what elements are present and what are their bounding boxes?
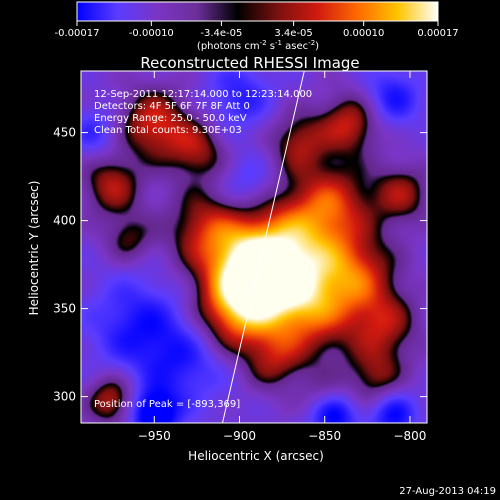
plot-frame (80, 70, 428, 424)
colorbar-tick-label: 0.00017 (417, 28, 458, 39)
annotation-clean-counts: Clean Total counts: 9.30E+03 (94, 125, 242, 136)
y-tick-label: 450 (53, 126, 76, 140)
y-tick-label: 350 (53, 302, 76, 316)
heatmap-canvas-container (81, 71, 427, 423)
heatmap-image (81, 71, 427, 423)
x-axis-ticks: −950 −900 −850 −800 (138, 71, 426, 443)
x-tick-label: −850 (308, 429, 341, 443)
colorbar-tick-label: 0.00010 (343, 28, 384, 39)
solar-limb-line (221, 71, 305, 423)
colorbar-tick-label: -3.4e-05 (200, 28, 242, 39)
plot-area: −950 −900 −850 −800 300 350 400 450 (53, 70, 428, 443)
y-axis-label: Heliocentric Y (arcsec) (27, 181, 41, 316)
y-tick-label: 400 (53, 214, 76, 228)
colorbar-tick-label: -0.00010 (129, 28, 174, 39)
chart-title: Reconstructed RHESSI Image (140, 54, 359, 72)
annotation-energy-range: Energy Range: 25.0 - 50.0 keV (94, 113, 247, 124)
footer-timestamp: 27-Aug-2013 04:19 (399, 486, 496, 497)
x-tick-label: −900 (223, 429, 256, 443)
annotation-time-range: 12-Sep-2011 12:17:14.000 to 12:23:14.000 (94, 89, 312, 100)
colorbar-ticks: -0.00017 -0.00010 -3.4e-05 3.4e-05 0.00010 0.… (55, 21, 459, 39)
y-tick-label: 300 (53, 390, 76, 404)
colorbar-unit-label: (photons cm-2 s-1 asec-2) (197, 39, 319, 52)
colorbar-tick-label: 3.4e-05 (274, 28, 312, 39)
y-axis-ticks: 300 350 400 450 (53, 126, 427, 404)
annotation-peak-position: Position of Peak = [-893,369] (94, 399, 240, 410)
x-axis-label: Heliocentric X (arcsec) (188, 449, 324, 463)
annotation-detectors: Detectors: 4F 5F 6F 7F 8F Att 0 (94, 101, 250, 112)
colorbar-gradient (76, 1, 439, 22)
colorbar: -0.00017 -0.00010 -3.4e-05 3.4e-05 0.00010 0.… (55, 1, 459, 52)
x-tick-label: −950 (138, 429, 171, 443)
colorbar-tick-label: -0.00017 (55, 28, 100, 39)
x-tick-label: −800 (393, 429, 426, 443)
annotations: 12-Sep-2011 12:17:14.000 to 12:23:14.000… (94, 89, 312, 410)
